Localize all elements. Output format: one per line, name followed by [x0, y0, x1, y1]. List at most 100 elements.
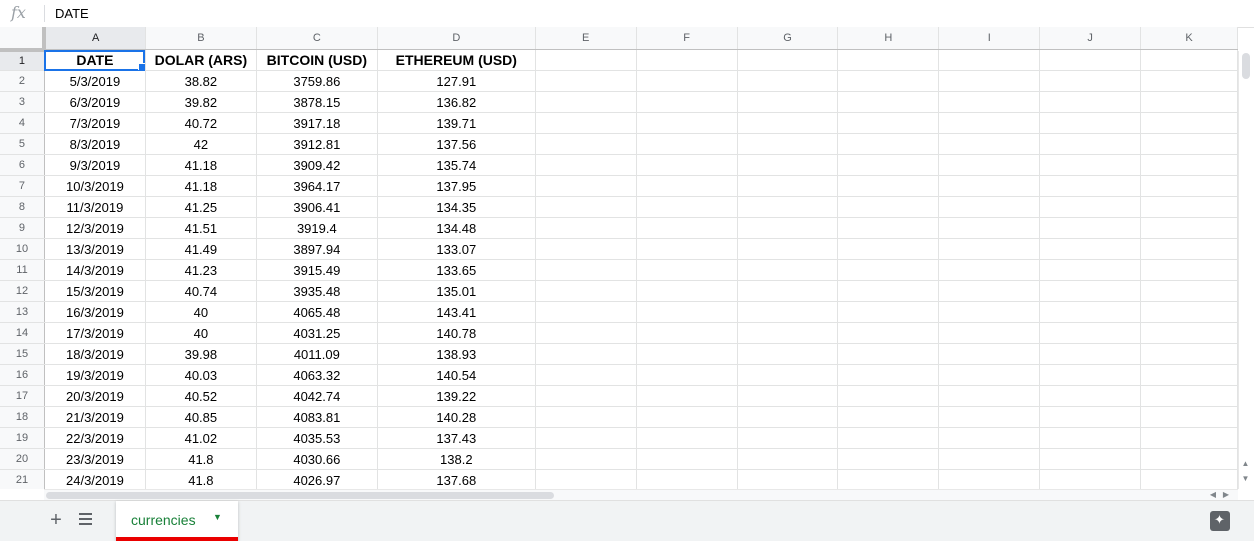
cell-g18[interactable] — [737, 406, 839, 428]
cell-d3[interactable]: 136.82 — [377, 91, 536, 113]
cell-f14[interactable] — [636, 322, 738, 344]
cell-a5[interactable]: 8/3/2019 — [44, 133, 146, 155]
cell-j20[interactable] — [1039, 448, 1142, 470]
cell-b12[interactable]: 40.74 — [145, 280, 257, 302]
cell-d12[interactable]: 135.01 — [377, 280, 536, 302]
cell-e12[interactable] — [535, 280, 637, 302]
cell-g3[interactable] — [737, 91, 839, 113]
cell-c7[interactable]: 3964.17 — [256, 175, 378, 197]
cell-k9[interactable] — [1140, 217, 1238, 239]
cell-i5[interactable] — [938, 133, 1041, 155]
list-icon[interactable] — [76, 510, 96, 530]
cell-h8[interactable] — [837, 196, 940, 218]
row-header-17[interactable]: 17 — [0, 385, 45, 407]
plus-icon[interactable]: + — [50, 509, 62, 531]
row-header-7[interactable]: 7 — [0, 175, 45, 197]
cell-d20[interactable]: 138.2 — [377, 448, 536, 470]
cell-a6[interactable]: 9/3/2019 — [44, 154, 146, 176]
cell-e8[interactable] — [535, 196, 637, 218]
cell-b20[interactable]: 41.8 — [145, 448, 257, 470]
cell-i9[interactable] — [938, 217, 1041, 239]
cell-a12[interactable]: 15/3/2019 — [44, 280, 146, 302]
cell-b2[interactable]: 38.82 — [145, 70, 257, 92]
cell-f8[interactable] — [636, 196, 738, 218]
scroll-left-icon[interactable]: ◀ — [1209, 490, 1217, 499]
row-header-11[interactable]: 11 — [0, 259, 45, 281]
scroll-down-icon[interactable]: ▼ — [1241, 474, 1250, 483]
cell-g19[interactable] — [737, 427, 839, 449]
cell-k6[interactable] — [1140, 154, 1238, 176]
cell-k16[interactable] — [1140, 364, 1238, 386]
row-header-9[interactable]: 9 — [0, 217, 45, 239]
cell-i11[interactable] — [938, 259, 1041, 281]
cell-g20[interactable] — [737, 448, 839, 470]
cell-e15[interactable] — [535, 343, 637, 365]
cell-d14[interactable]: 140.78 — [377, 322, 536, 344]
cell-j10[interactable] — [1039, 238, 1142, 260]
cell-j6[interactable] — [1039, 154, 1142, 176]
cell-d21[interactable]: 137.68 — [377, 469, 536, 489]
cell-e2[interactable] — [535, 70, 637, 92]
cell-c15[interactable]: 4011.09 — [256, 343, 378, 365]
cell-e17[interactable] — [535, 385, 637, 407]
cell-i21[interactable] — [938, 469, 1041, 489]
cell-c19[interactable]: 4035.53 — [256, 427, 378, 449]
cell-j1[interactable] — [1039, 49, 1142, 71]
cell-j15[interactable] — [1039, 343, 1142, 365]
cell-h20[interactable] — [837, 448, 940, 470]
cell-c11[interactable]: 3915.49 — [256, 259, 378, 281]
horizontal-scroll-thumb[interactable] — [46, 492, 554, 499]
cell-c5[interactable]: 3912.81 — [256, 133, 378, 155]
cell-e20[interactable] — [535, 448, 637, 470]
cell-f11[interactable] — [636, 259, 738, 281]
row-header-6[interactable]: 6 — [0, 154, 45, 176]
cell-g10[interactable] — [737, 238, 839, 260]
row-header-1[interactable]: 1 — [0, 49, 45, 71]
cell-j21[interactable] — [1039, 469, 1142, 489]
cell-k5[interactable] — [1140, 133, 1238, 155]
cell-b6[interactable]: 41.18 — [145, 154, 257, 176]
column-header-e[interactable]: E — [535, 27, 637, 50]
cell-g13[interactable] — [737, 301, 839, 323]
row-header-2[interactable]: 2 — [0, 70, 45, 92]
cell-j17[interactable] — [1039, 385, 1142, 407]
cell-a11[interactable]: 14/3/2019 — [44, 259, 146, 281]
cell-g1[interactable] — [737, 49, 839, 71]
cell-h11[interactable] — [837, 259, 940, 281]
cell-f10[interactable] — [636, 238, 738, 260]
cell-f7[interactable] — [636, 175, 738, 197]
cell-h2[interactable] — [837, 70, 940, 92]
row-header-4[interactable]: 4 — [0, 112, 45, 134]
cell-a15[interactable]: 18/3/2019 — [44, 343, 146, 365]
cell-h18[interactable] — [837, 406, 940, 428]
cell-g9[interactable] — [737, 217, 839, 239]
cell-e6[interactable] — [535, 154, 637, 176]
cell-e18[interactable] — [535, 406, 637, 428]
cell-h19[interactable] — [837, 427, 940, 449]
cell-c13[interactable]: 4065.48 — [256, 301, 378, 323]
cell-g21[interactable] — [737, 469, 839, 489]
cell-d16[interactable]: 140.54 — [377, 364, 536, 386]
cell-d15[interactable]: 138.93 — [377, 343, 536, 365]
row-header-10[interactable]: 10 — [0, 238, 45, 260]
horizontal-scrollbar[interactable] — [44, 489, 1238, 501]
cell-h5[interactable] — [837, 133, 940, 155]
cell-i8[interactable] — [938, 196, 1041, 218]
column-header-k[interactable]: K — [1140, 27, 1238, 50]
cell-d5[interactable]: 137.56 — [377, 133, 536, 155]
cell-e4[interactable] — [535, 112, 637, 134]
cell-h16[interactable] — [837, 364, 940, 386]
cell-c2[interactable]: 3759.86 — [256, 70, 378, 92]
cell-h14[interactable] — [837, 322, 940, 344]
cell-d2[interactable]: 127.91 — [377, 70, 536, 92]
column-header-j[interactable]: J — [1039, 27, 1142, 50]
cell-a16[interactable]: 19/3/2019 — [44, 364, 146, 386]
cell-e14[interactable] — [535, 322, 637, 344]
cell-a1[interactable]: DATE — [44, 49, 146, 71]
cell-e21[interactable] — [535, 469, 637, 489]
cell-i10[interactable] — [938, 238, 1041, 260]
column-header-c[interactable]: C — [256, 27, 378, 50]
row-header-12[interactable]: 12 — [0, 280, 45, 302]
cell-k10[interactable] — [1140, 238, 1238, 260]
dropdown-arrow-icon[interactable]: ▼ — [213, 512, 222, 522]
